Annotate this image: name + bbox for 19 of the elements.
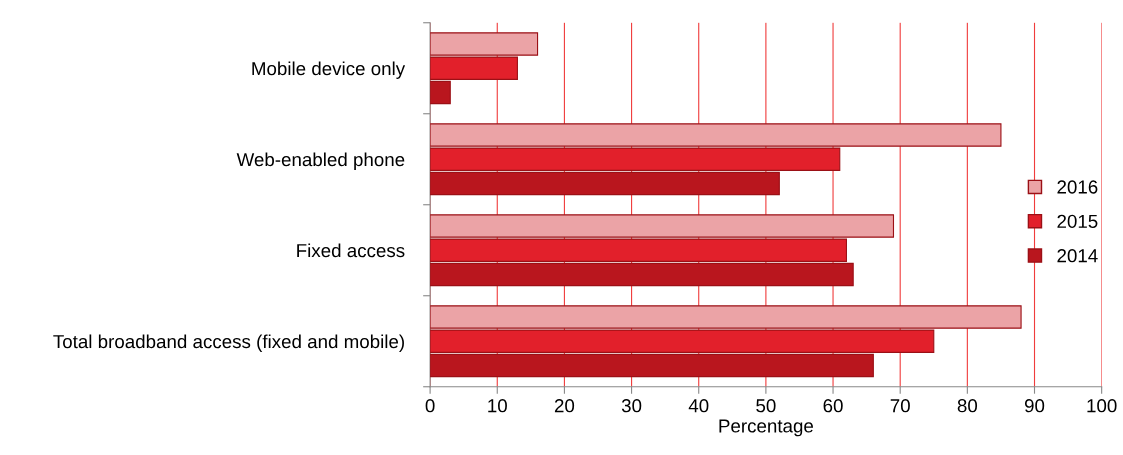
- x-tick-label: 10: [488, 399, 507, 413]
- y-tick-label: Web-enabled phone: [236, 152, 405, 170]
- x-tick-label: 0: [425, 399, 435, 413]
- x-tick-label: 30: [621, 399, 642, 413]
- x-tick-label: 100: [1087, 399, 1117, 413]
- y-tick-label: Fixed access: [297, 243, 405, 258]
- legend-label: 2014: [1057, 249, 1098, 263]
- x-tick-label: 50: [756, 399, 776, 413]
- x-tick-label: 60: [823, 399, 843, 413]
- legend-label: 2015: [1057, 214, 1098, 228]
- x-tick-label: 20: [554, 399, 575, 413]
- x-axis-title: Percentage: [719, 419, 814, 437]
- x-tick-label: 90: [1024, 399, 1045, 413]
- y-tick-label: Mobile device only: [252, 61, 406, 79]
- x-tick-label: 40: [688, 399, 709, 413]
- y-tick-label: Total broadband access (fixed and mobile): [53, 334, 404, 352]
- x-tick-label: 70: [890, 399, 910, 413]
- legend-label: 2016: [1057, 180, 1098, 194]
- x-tick-label: 80: [957, 399, 978, 413]
